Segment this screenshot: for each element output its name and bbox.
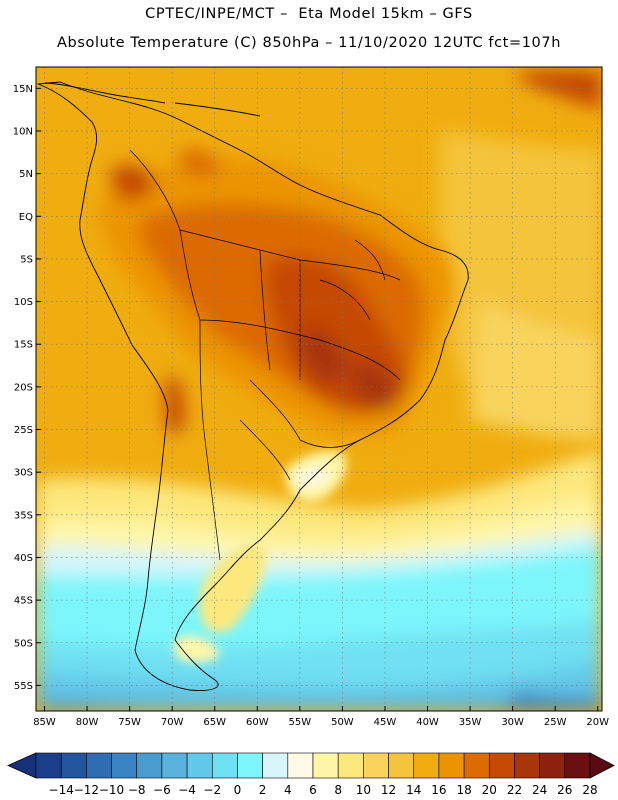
colorbar-over-triangle	[589, 752, 615, 779]
chart-title-line1: CPTEC/INPE/MCT – Eta Model 15km – GFS	[145, 6, 473, 22]
colorbar-label: −12	[73, 783, 100, 797]
colorbar-label: −6	[153, 783, 171, 797]
longitude-ticks: 85W 80W 75W 70W 65W 60W 55W 50W 45W 40W 35W 30W 25W 2…	[33, 706, 609, 728]
colorbar	[7, 752, 615, 779]
colorbar-swatch	[237, 752, 263, 779]
colorbar-swatch	[564, 752, 591, 779]
colorbar-label: 22	[506, 783, 523, 797]
colorbar-label: 8	[334, 783, 342, 797]
lat-tick-label: 10N	[13, 126, 33, 137]
colorbar-label: 4	[283, 783, 292, 797]
lon-tick-label: 60W	[246, 717, 269, 728]
lon-tick-label: 45W	[374, 717, 397, 728]
colorbar-under-triangle	[7, 752, 37, 779]
lon-tick-label: 50W	[331, 717, 354, 728]
lon-tick-label: 75W	[118, 717, 141, 728]
colorbar-label: −2	[203, 783, 222, 797]
colorbar-label: 0	[233, 783, 242, 797]
colorbar-swatch	[363, 752, 389, 779]
colorbar-swatch	[337, 752, 364, 779]
lon-tick-label: 40W	[416, 717, 439, 728]
lon-tick-label: 55W	[289, 717, 312, 728]
colorbar-swatch	[312, 752, 339, 779]
colorbar-swatch	[488, 752, 515, 779]
lat-tick-label: 5S	[20, 254, 33, 265]
lat-tick-label: EQ	[19, 212, 33, 223]
colorbar-swatch	[86, 752, 112, 779]
map-frame	[35, 66, 603, 712]
colorbar-swatch	[287, 752, 314, 779]
lat-tick-label: 5N	[19, 169, 33, 180]
colorbar-swatch	[413, 752, 440, 779]
country-borders	[129, 149, 401, 561]
lat-tick-label: 15N	[13, 84, 33, 95]
temperature-field	[36, 67, 602, 711]
lat-tick-label: 40S	[14, 553, 33, 564]
colorbar-label: 12	[380, 783, 397, 797]
lat-tick-label: 35S	[14, 510, 33, 521]
lat-tick-label: 15S	[14, 340, 33, 351]
lon-tick-label: 80W	[76, 717, 99, 728]
lat-tick-label: 10S	[14, 297, 33, 308]
lon-tick-label: 70W	[161, 717, 184, 728]
colorbar-swatch	[388, 752, 415, 779]
colorbar-label: 28	[582, 783, 598, 797]
colorbar-label: 20	[481, 783, 497, 797]
lon-tick-label: 35W	[459, 717, 482, 728]
colorbar-swatch	[111, 752, 138, 779]
colorbar-label: −8	[127, 783, 146, 797]
lat-tick-label: 25S	[14, 425, 33, 436]
colorbar-label: 2	[258, 783, 267, 797]
colorbar-swatch	[514, 752, 540, 779]
lat-tick-label: 20S	[14, 382, 33, 393]
chart-title-line2: Absolute Temperature (C) 850hPa – 11/10/…	[57, 35, 561, 51]
lat-tick-label: 50S	[14, 638, 33, 649]
coastline-outline	[37, 81, 469, 691]
colorbar-swatch	[539, 752, 566, 779]
colorbar-label: 18	[456, 783, 472, 797]
colorbar-swatch	[211, 752, 238, 779]
lat-tick-label: 30S	[14, 468, 33, 479]
colorbar-swatch	[161, 752, 188, 779]
lat-tick-label: 55S	[14, 681, 33, 692]
colorbar-label: −4	[178, 783, 196, 797]
lon-tick-label: 30W	[501, 717, 524, 728]
lon-tick-label: 85W	[33, 717, 56, 728]
colorbar-label: 24	[531, 783, 548, 797]
colorbar-swatch	[262, 752, 289, 779]
colorbar-label: 26	[557, 783, 573, 797]
colorbar-swatch	[463, 752, 490, 779]
latitude-ticks: 15N 10N 5N EQ 5S 10S 15S 20S 25S 30S 35S 40S 45S 50S 5…	[13, 84, 41, 692]
colorbar-label: 14	[406, 783, 422, 797]
colorbar-swatch	[438, 752, 465, 779]
lon-tick-label: 65W	[203, 717, 226, 728]
lat-tick-label: 45S	[14, 596, 33, 607]
colorbar-swatch	[60, 752, 87, 779]
colorbar-label: 10	[355, 783, 371, 797]
lon-tick-label: 25W	[544, 717, 567, 728]
colorbar-swatch	[186, 752, 213, 779]
colorbar-swatch	[136, 752, 163, 779]
colorbar-swatch	[35, 752, 62, 779]
lon-tick-label: 20W	[586, 717, 609, 728]
colorbar-label: −14	[48, 783, 74, 797]
colorbar-label: 16	[431, 783, 447, 797]
colorbar-label: −10	[98, 783, 125, 797]
colorbar-label: 6	[309, 783, 317, 797]
